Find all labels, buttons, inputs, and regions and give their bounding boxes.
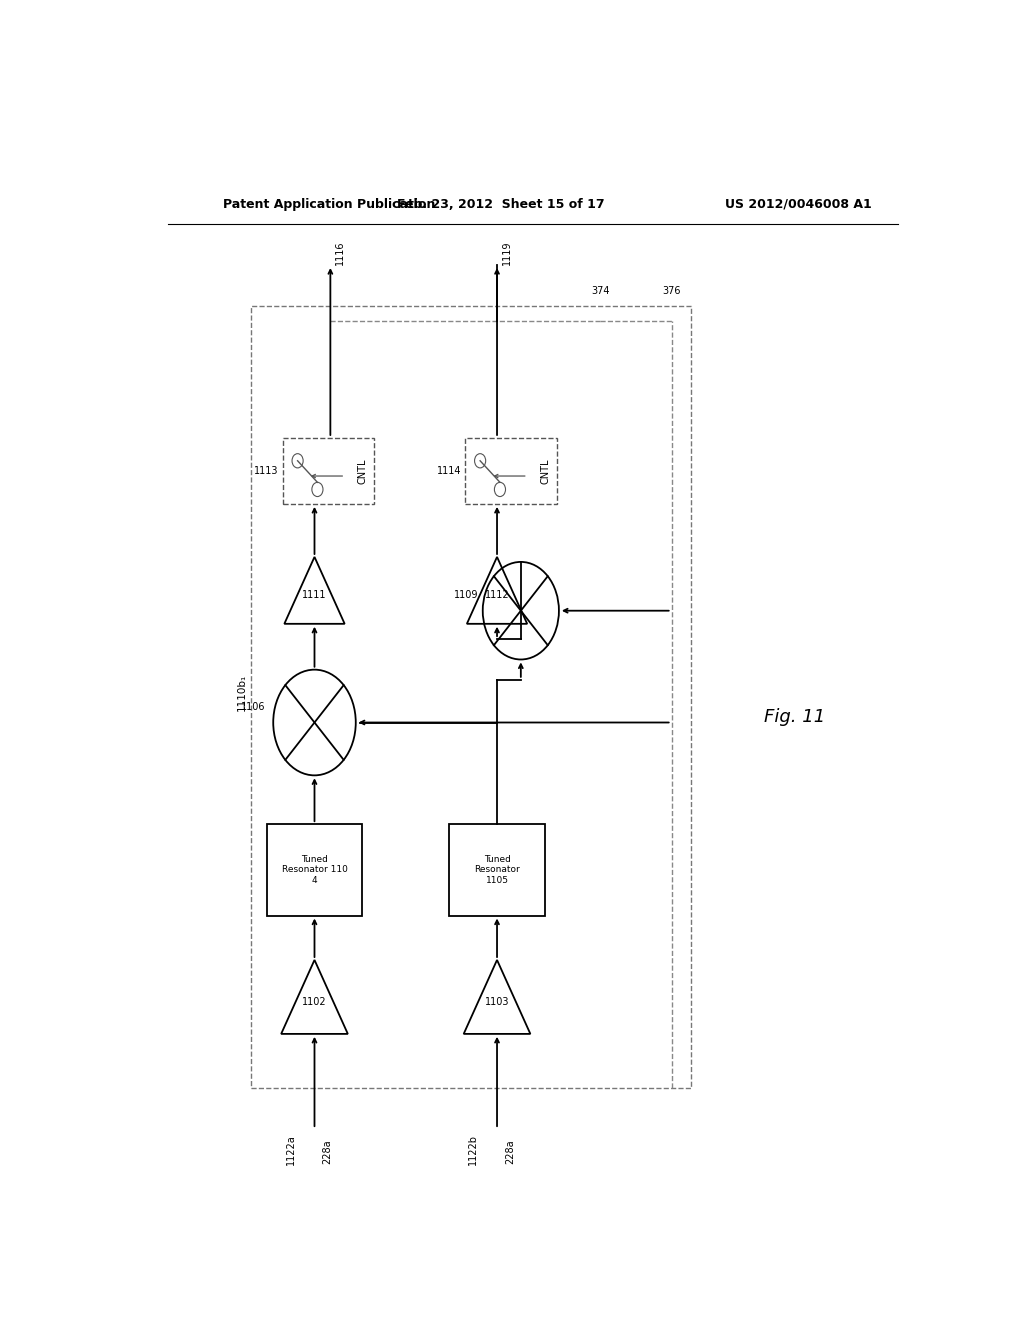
- Bar: [251, 306, 691, 1089]
- Text: 1110b₁: 1110b₁: [237, 673, 247, 710]
- Text: CNTL: CNTL: [540, 458, 550, 483]
- Text: Patent Application Publication: Patent Application Publication: [223, 198, 435, 211]
- Text: Fig. 11: Fig. 11: [764, 709, 825, 726]
- Text: 1122a: 1122a: [286, 1134, 296, 1164]
- Text: Feb. 23, 2012  Sheet 15 of 17: Feb. 23, 2012 Sheet 15 of 17: [397, 198, 605, 211]
- Text: US 2012/0046008 A1: US 2012/0046008 A1: [725, 198, 872, 211]
- Text: 1102: 1102: [302, 997, 327, 1007]
- Text: 1116: 1116: [335, 240, 345, 265]
- Text: 1114: 1114: [437, 466, 461, 477]
- Text: 228a: 228a: [323, 1139, 333, 1164]
- Text: 374: 374: [591, 285, 609, 296]
- Text: Tuned
Resonator 110
4: Tuned Resonator 110 4: [282, 855, 347, 884]
- Bar: [465, 438, 557, 504]
- Text: 228a: 228a: [505, 1139, 515, 1164]
- Bar: [283, 438, 374, 504]
- Text: 1106: 1106: [241, 702, 265, 713]
- Bar: [267, 824, 362, 916]
- Text: CNTL: CNTL: [357, 458, 368, 483]
- Text: 1122b: 1122b: [468, 1134, 478, 1166]
- Text: 376: 376: [663, 285, 681, 296]
- Text: 1111: 1111: [302, 590, 327, 601]
- Bar: [450, 824, 545, 916]
- Text: Tuned
Resonator
1105: Tuned Resonator 1105: [474, 855, 520, 884]
- Text: 1119: 1119: [502, 240, 512, 265]
- Text: 1113: 1113: [254, 466, 279, 477]
- Text: 1112: 1112: [484, 590, 509, 601]
- Text: 1103: 1103: [484, 997, 509, 1007]
- Text: 1109: 1109: [455, 590, 479, 601]
